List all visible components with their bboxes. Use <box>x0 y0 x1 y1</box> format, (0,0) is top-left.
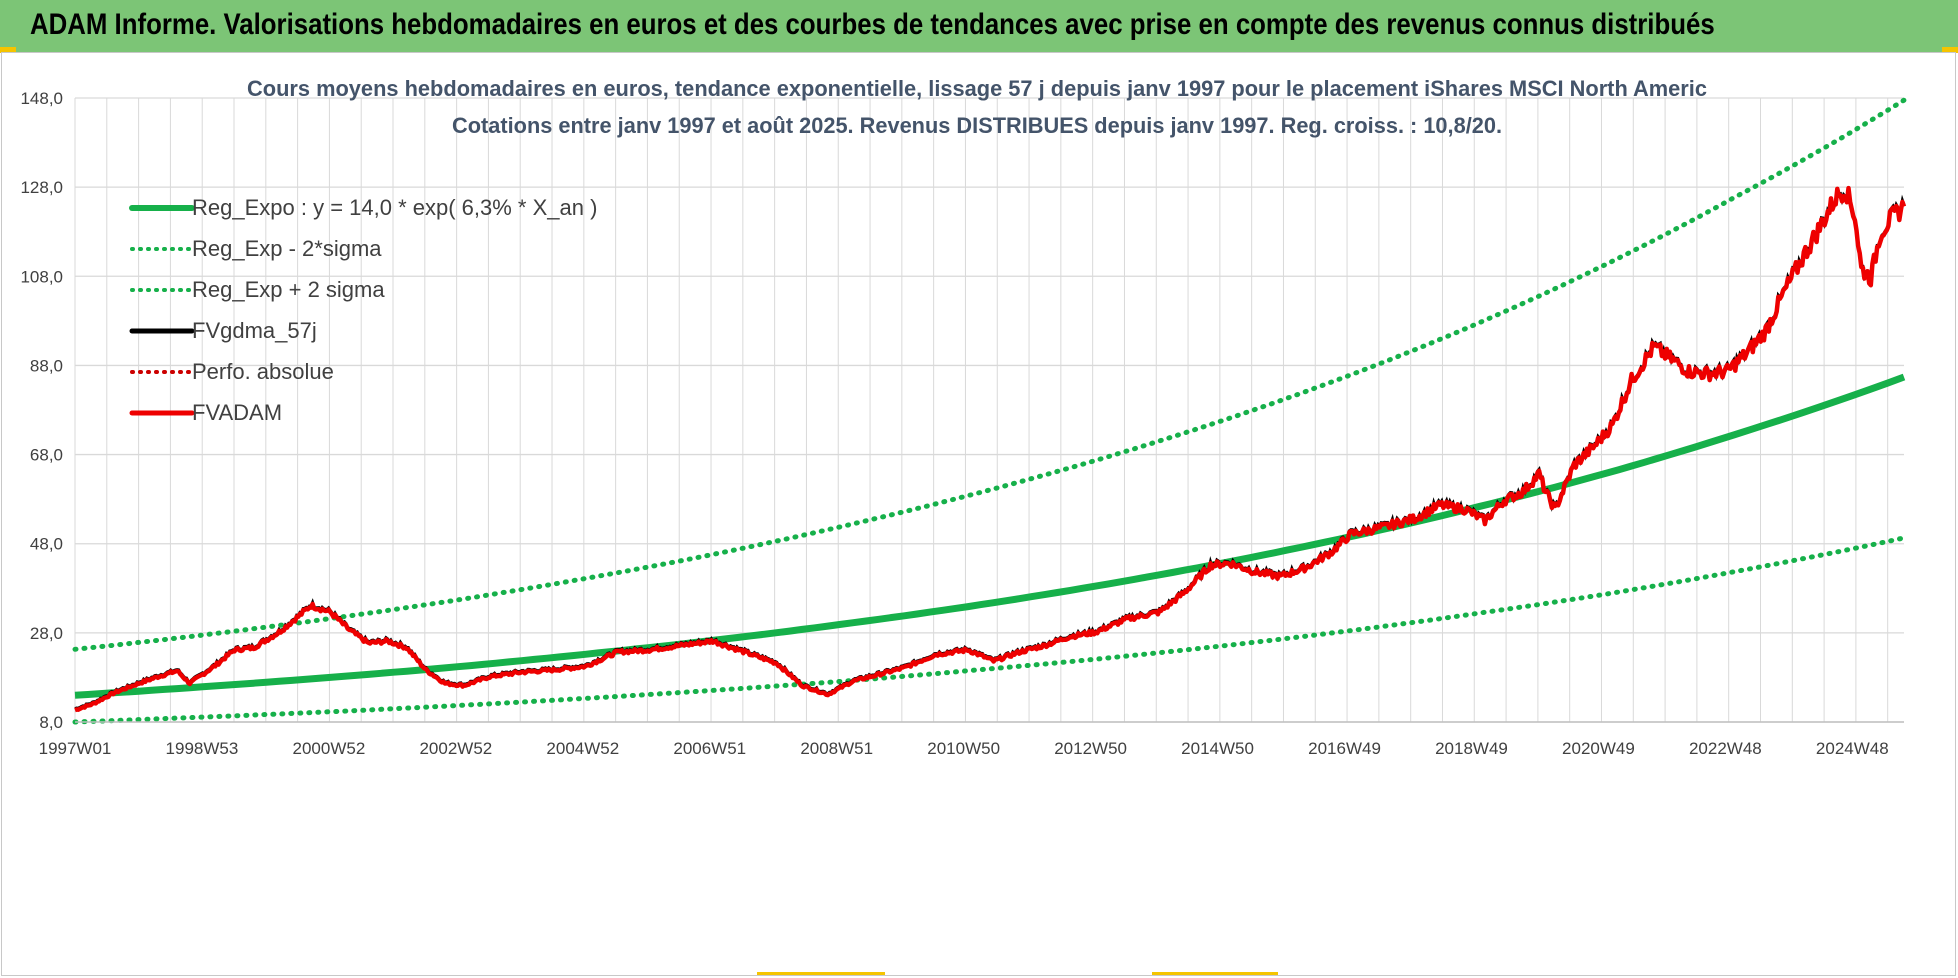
chart-frame: 8,0 28,0 48,0 68,0 88,0 108,0 128,0 148,0 1997W0… <box>1 52 1956 976</box>
series-reg-exp-minus-2sigma <box>72 535 1907 725</box>
x-tick-label: 2014W50 <box>1181 739 1254 758</box>
y-tick-label: 128,0 <box>20 178 63 197</box>
x-tick-label: 2022W48 <box>1689 739 1762 758</box>
y-tick-label: 88,0 <box>30 356 63 375</box>
series-reg-exp-plus-2sigma <box>72 97 1907 652</box>
y-tick-label: 48,0 <box>30 535 63 554</box>
y-tick-label: 108,0 <box>20 267 63 286</box>
x-tick-label: 2018W49 <box>1435 739 1508 758</box>
grid <box>74 97 1904 723</box>
corner-accent-left <box>0 47 16 53</box>
y-tick-label: 8,0 <box>39 713 63 732</box>
header-bar: ADAM Informe. Valorisations hebdomadaire… <box>0 0 1958 52</box>
x-tick-label: 1997W01 <box>39 739 112 758</box>
x-tick-label: 2010W50 <box>927 739 1000 758</box>
page-title: ADAM Informe. Valorisations hebdomadaire… <box>30 8 1715 41</box>
chart-title: Cours moyens hebdomadaires en euros, ten… <box>247 76 1707 101</box>
legend-label: Perfo. absolue <box>192 359 334 384</box>
series-reg-expo <box>74 373 1906 699</box>
legend-label: FVADAM <box>192 400 282 425</box>
x-tick-label: 2006W51 <box>673 739 746 758</box>
x-tick-label: 2008W51 <box>800 739 873 758</box>
corner-accent-right <box>1942 47 1958 53</box>
y-tick-label: 148,0 <box>20 89 63 108</box>
bottom-accent-1 <box>757 972 885 975</box>
x-tick-label: 2000W52 <box>293 739 366 758</box>
x-tick-label: 2020W49 <box>1562 739 1635 758</box>
x-tick-label: 2012W50 <box>1054 739 1127 758</box>
x-tick-label: 1998W53 <box>166 739 239 758</box>
legend-label: FVgdma_57j <box>192 318 317 343</box>
series-fvadam <box>74 185 1907 713</box>
chart: 8,0 28,0 48,0 68,0 88,0 108,0 128,0 148,0 1997W0… <box>20 76 1907 758</box>
legend-label: Reg_Expo : y = 14,0 * exp( 6,3% * X_an ) <box>192 195 597 220</box>
x-tick-label: 2004W52 <box>546 739 619 758</box>
bottom-accent-2 <box>1152 972 1278 975</box>
x-tick-label: 2016W49 <box>1308 739 1381 758</box>
axes: 8,0 28,0 48,0 68,0 88,0 108,0 128,0 148,0 1997W0… <box>20 89 1904 758</box>
x-tick-label: 2024W48 <box>1816 739 1889 758</box>
legend-label: Reg_Exp + 2 sigma <box>192 277 385 302</box>
legend: Reg_Expo : y = 14,0 * exp( 6,3% * X_an )… <box>129 195 597 425</box>
y-tick-label: 28,0 <box>30 624 63 643</box>
chart-subtitle: Cotations entre janv 1997 et août 2025. … <box>452 113 1502 138</box>
series-layer <box>72 97 1907 725</box>
x-tick-label: 2002W52 <box>419 739 492 758</box>
y-tick-label: 68,0 <box>30 446 63 465</box>
legend-label: Reg_Exp - 2*sigma <box>192 236 382 261</box>
chart-title-block: Cours moyens hebdomadaires en euros, ten… <box>247 76 1707 138</box>
